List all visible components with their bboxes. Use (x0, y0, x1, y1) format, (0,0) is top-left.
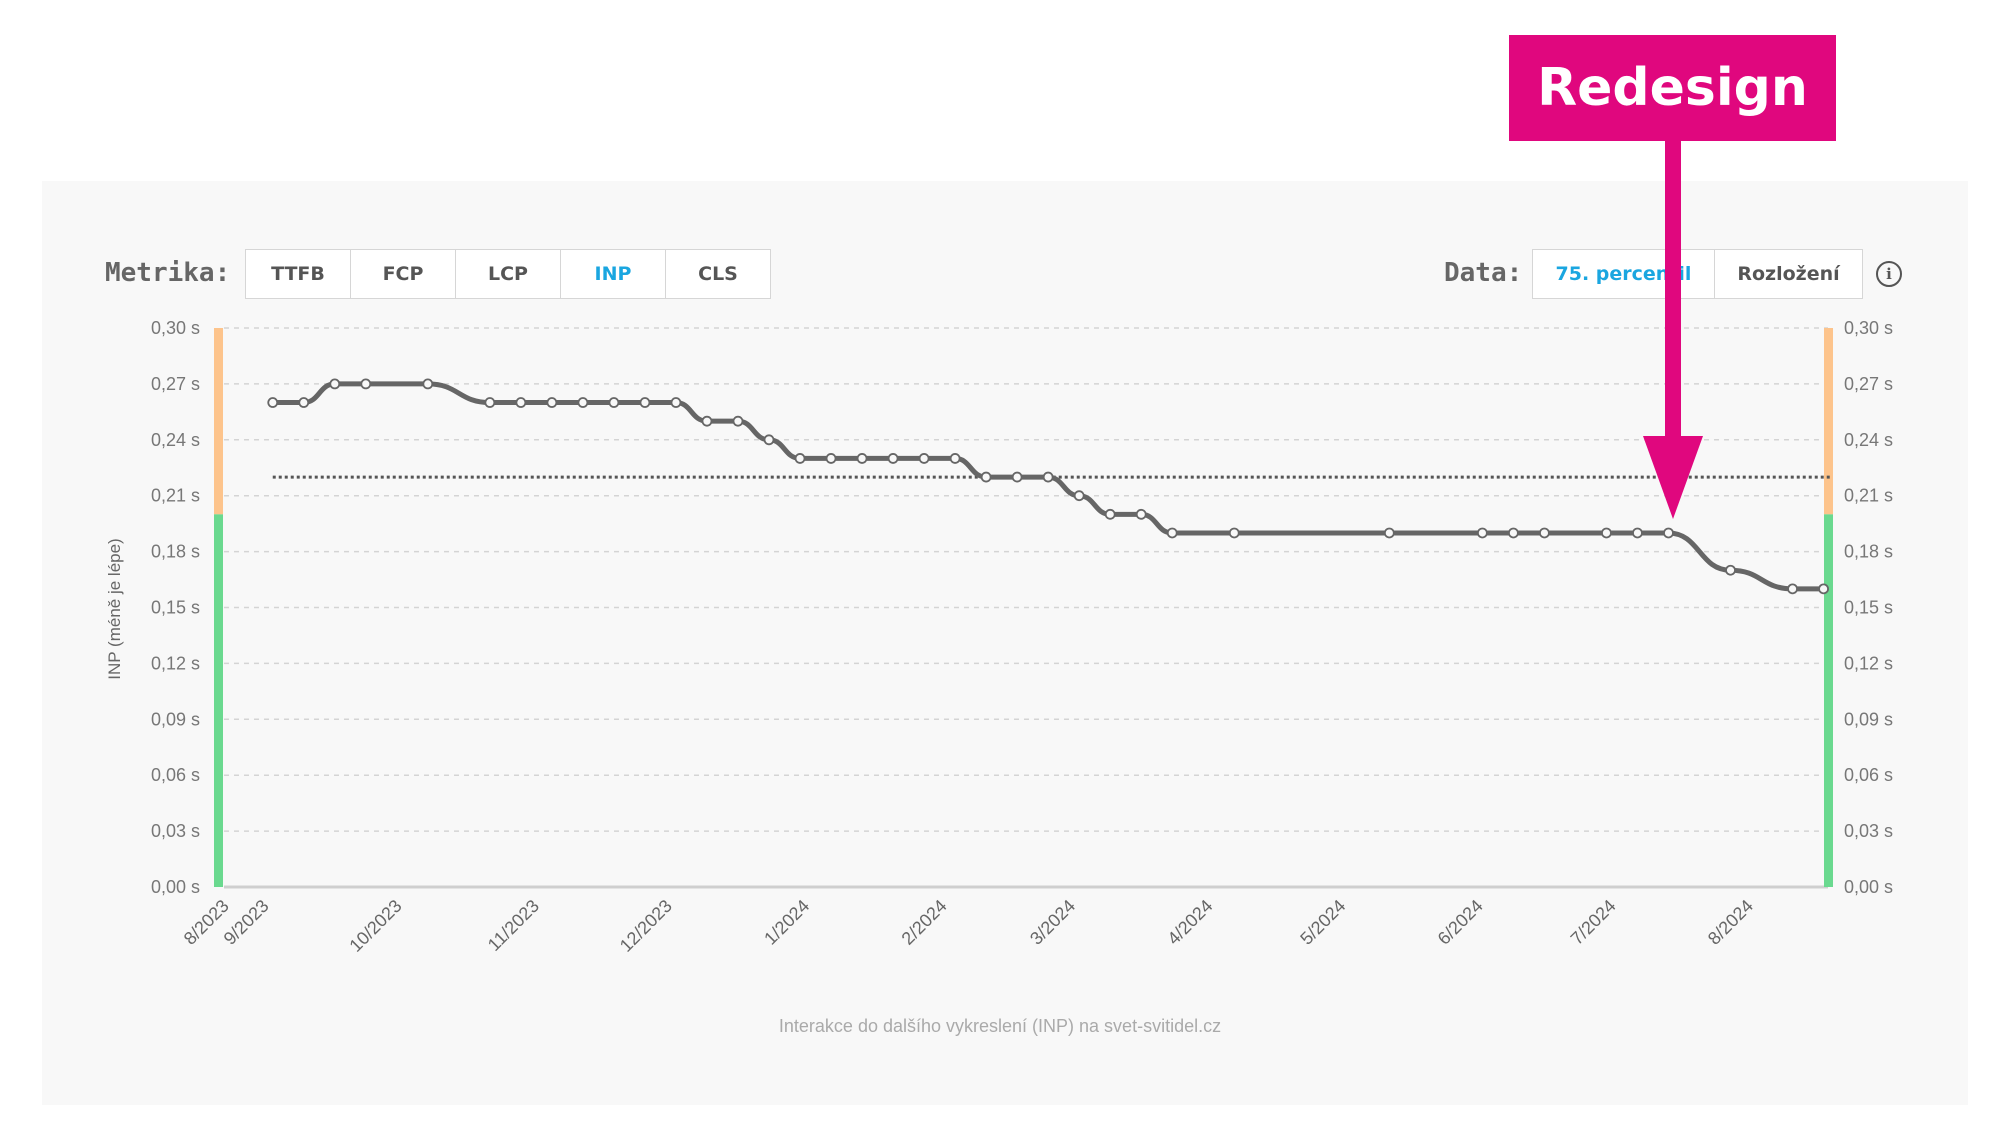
info-icon[interactable]: i (1876, 261, 1902, 287)
data-point (1632, 527, 1643, 539)
metric-label: Metrika: (105, 258, 231, 288)
data-point (298, 397, 310, 408)
chart-panel (42, 181, 1968, 1105)
y-axis-title: INP (méně je lépe) (105, 538, 124, 679)
data-button-percentile[interactable]: 75. percentil (1533, 250, 1715, 298)
data-point (1073, 490, 1085, 502)
y-tick-label-left: 0,09 s (151, 709, 200, 729)
data-point (515, 397, 527, 408)
data-point (546, 397, 558, 408)
y-tick-label-left: 0,15 s (151, 598, 200, 618)
metric-button-cls[interactable]: CLS (698, 263, 738, 285)
x-tick-label: 2/2024 (898, 896, 951, 949)
good-band (1824, 514, 1833, 887)
y-tick-label-left: 0,12 s (151, 653, 200, 673)
data-point (1508, 527, 1519, 539)
data-point (267, 397, 279, 408)
y-tick-label-right: 0,09 s (1844, 709, 1893, 729)
x-tick-label: 9/2023 (220, 896, 273, 949)
data-point (980, 471, 992, 483)
data-point (329, 378, 341, 390)
y-tick-label-right: 0,03 s (1844, 821, 1893, 841)
x-tick-label: 8/2024 (1704, 896, 1757, 949)
y-tick-label-right: 0,12 s (1844, 653, 1893, 673)
data-point (763, 434, 775, 446)
y-tick-label-left: 0,06 s (151, 765, 200, 785)
y-tick-label-left: 0,18 s (151, 542, 200, 562)
redesign-annotation: Redesign (1509, 35, 1836, 141)
metric-button-ttfb[interactable]: TTFB (246, 250, 351, 298)
y-tick-label-right: 0,21 s (1844, 486, 1893, 506)
data-point (701, 415, 713, 427)
data-point (1011, 471, 1023, 483)
data-point (1135, 508, 1147, 520)
chart-caption: Interakce do dalšího vykreslení (INP) na… (778, 1016, 1222, 1036)
data-point (1476, 527, 1488, 539)
data-point (422, 378, 434, 390)
y-tick-label-right: 0,30 s (1844, 318, 1893, 338)
metric-selector: TTFB FCP LCP INP CLS (245, 249, 771, 299)
metric-button-lcp[interactable]: LCP (456, 250, 561, 298)
y-tick-label-right: 0,18 s (1844, 542, 1893, 562)
x-tick-label: 5/2024 (1296, 896, 1349, 949)
data-button-distribution[interactable]: Rozložení (1737, 263, 1840, 285)
y-tick-label-left: 0,00 s (151, 877, 200, 897)
good-band (214, 514, 223, 887)
data-point (1818, 583, 1829, 595)
data-point (918, 453, 930, 464)
y-tick-label-left: 0,24 s (151, 430, 200, 450)
data-point (608, 397, 620, 408)
data-point (639, 397, 651, 408)
y-tick-label-right: 0,15 s (1844, 598, 1893, 618)
data-point (1601, 527, 1612, 539)
needs-improvement-band (1824, 328, 1833, 515)
data-point (856, 453, 868, 464)
data-point (670, 397, 682, 408)
data-point (1104, 508, 1116, 520)
x-tick-label: 7/2024 (1567, 896, 1620, 949)
data-point (949, 453, 961, 464)
needs-improvement-band (214, 328, 223, 515)
metric-button-fcp[interactable]: FCP (351, 250, 456, 298)
data-point (1166, 527, 1178, 539)
y-tick-label-left: 0,30 s (151, 318, 200, 338)
data-point (1663, 527, 1674, 539)
data-point (825, 453, 837, 464)
x-tick-label: 1/2024 (760, 896, 813, 949)
data-point (887, 453, 899, 464)
x-tick-label: 3/2024 (1026, 896, 1079, 949)
y-tick-label-left: 0,27 s (151, 374, 200, 394)
data-point (1725, 564, 1736, 576)
data-point (360, 378, 372, 390)
data-point (577, 397, 589, 408)
x-tick-label: 4/2024 (1163, 896, 1216, 949)
data-point (1228, 527, 1240, 539)
data-label: Data: (1444, 258, 1523, 288)
data-point (1042, 471, 1054, 483)
x-tick-label: 6/2024 (1434, 896, 1487, 949)
data-point (732, 415, 744, 427)
x-tick-label: 10/2023 (345, 896, 405, 956)
data-point (484, 397, 496, 408)
data-point (1539, 527, 1550, 539)
x-tick-label: 11/2023 (484, 896, 543, 955)
y-tick-label-right: 0,00 s (1844, 877, 1893, 897)
series-line (272, 381, 1824, 592)
y-tick-label-right: 0,27 s (1844, 374, 1893, 394)
data-point (1383, 527, 1395, 539)
y-tick-label-left: 0,03 s (151, 821, 200, 841)
y-tick-label-right: 0,06 s (1844, 765, 1893, 785)
y-tick-label-right: 0,24 s (1844, 430, 1893, 450)
data-selector: 75. percentil Rozložení (1532, 249, 1863, 299)
data-point (794, 453, 806, 464)
x-tick-label: 12/2023 (616, 896, 676, 956)
y-tick-label-left: 0,21 s (151, 486, 200, 506)
data-point (1787, 583, 1798, 595)
metric-button-inp[interactable]: INP (561, 250, 666, 298)
